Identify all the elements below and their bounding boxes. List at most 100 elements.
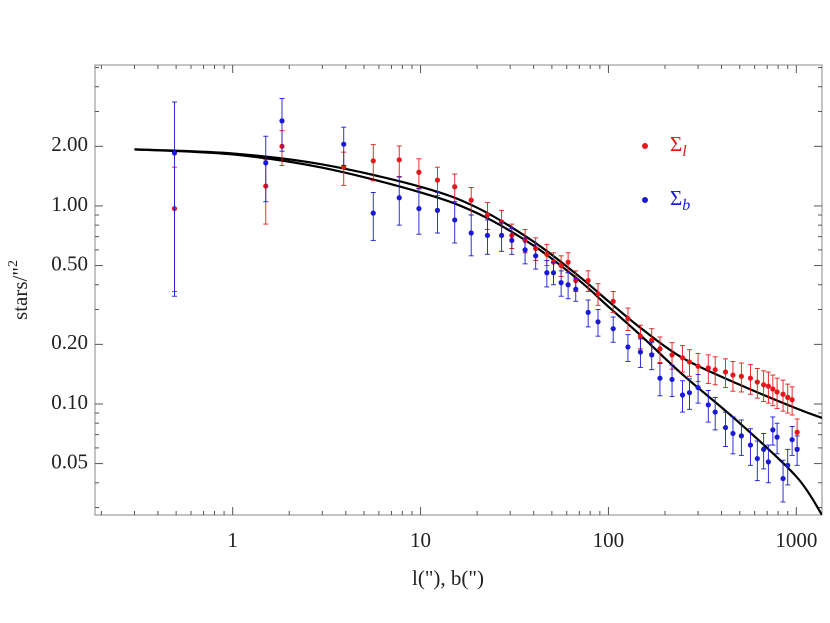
point <box>509 237 515 243</box>
point <box>585 277 591 284</box>
point <box>585 309 591 316</box>
point <box>558 262 564 269</box>
point <box>416 169 422 175</box>
point <box>341 141 347 147</box>
x-tick-label: 100 <box>593 528 625 552</box>
error-bar <box>171 101 177 297</box>
point <box>770 386 776 392</box>
point <box>595 291 601 297</box>
point <box>669 352 675 358</box>
point <box>279 118 285 124</box>
point <box>434 177 441 183</box>
error-bar <box>416 188 422 235</box>
point <box>780 391 786 397</box>
point <box>679 392 686 398</box>
y-tick-label: 0.05 <box>51 449 88 473</box>
point <box>657 375 663 381</box>
point <box>686 359 693 365</box>
point <box>649 352 655 358</box>
point <box>785 462 791 468</box>
y-tick-label: 0.50 <box>51 251 88 275</box>
point <box>774 434 780 440</box>
point <box>637 333 644 339</box>
error-bar <box>279 98 285 152</box>
error-bar <box>370 192 376 241</box>
point <box>452 217 458 223</box>
point <box>754 379 760 385</box>
point <box>761 382 767 388</box>
point <box>171 150 178 156</box>
x-tick-label: 1000 <box>775 528 817 552</box>
legend-marker <box>642 143 648 149</box>
point <box>573 286 579 292</box>
point <box>484 212 491 218</box>
point <box>794 446 800 452</box>
point <box>416 205 422 212</box>
point <box>657 346 663 352</box>
point <box>522 247 528 253</box>
point <box>370 158 376 164</box>
legend-label: Σb <box>670 186 690 214</box>
y-tick-label: 2.00 <box>51 132 88 156</box>
point <box>468 230 474 236</box>
point <box>610 298 616 304</box>
point <box>765 383 771 389</box>
point <box>780 475 786 482</box>
point <box>761 446 767 452</box>
point <box>544 251 550 257</box>
point <box>679 355 686 361</box>
point <box>396 195 402 201</box>
point <box>789 437 795 443</box>
point <box>558 280 564 286</box>
point <box>712 409 718 415</box>
point <box>610 326 616 332</box>
point <box>730 430 736 437</box>
y-tick-label: 1.00 <box>51 192 88 216</box>
point <box>434 207 441 213</box>
error-bar <box>396 176 402 226</box>
point <box>468 197 474 203</box>
x-tick-label: 1 <box>227 528 238 552</box>
legend-marker <box>642 197 648 203</box>
point <box>695 384 701 391</box>
point <box>738 433 744 439</box>
x-axis-label: l("), b(") <box>412 566 484 590</box>
point <box>595 319 601 325</box>
point <box>789 397 795 403</box>
plot-area <box>134 98 822 515</box>
point <box>669 376 675 383</box>
point <box>396 157 402 163</box>
point <box>712 367 718 373</box>
plot-frame <box>94 64 823 516</box>
point <box>754 455 760 462</box>
point <box>695 363 701 369</box>
point <box>625 344 631 350</box>
point <box>649 337 655 343</box>
point <box>722 424 729 431</box>
point <box>765 459 771 465</box>
point <box>484 232 491 239</box>
point <box>544 270 550 276</box>
y-axis-label: stars/"2 <box>6 260 32 320</box>
fit-curve <box>134 148 822 419</box>
point <box>774 389 780 395</box>
point <box>722 369 729 375</box>
point <box>565 259 571 265</box>
point <box>452 184 458 190</box>
legend-label: Σl <box>670 132 687 160</box>
point <box>747 442 754 448</box>
point <box>785 394 791 400</box>
point <box>738 373 744 379</box>
point <box>637 349 644 355</box>
point <box>625 315 631 322</box>
point <box>705 402 711 408</box>
point <box>550 270 557 276</box>
point <box>499 232 505 239</box>
y-tick-label: 0.10 <box>51 390 88 414</box>
point <box>730 372 736 378</box>
x-tick-label: 10 <box>410 528 431 552</box>
point <box>565 282 571 288</box>
point <box>747 375 754 381</box>
